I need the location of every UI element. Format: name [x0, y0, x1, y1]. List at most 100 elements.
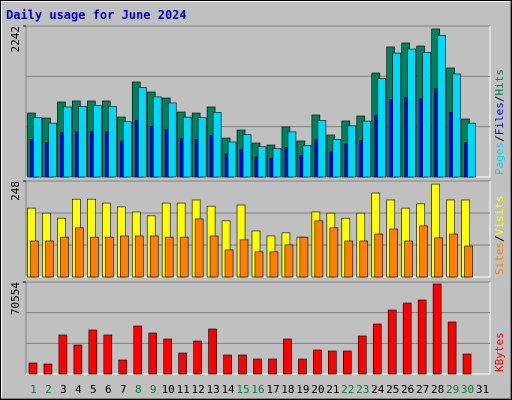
bar [209, 235, 219, 278]
x-tick-label: 16 [251, 383, 264, 396]
bar [223, 354, 232, 375]
bar [362, 120, 372, 178]
bar [58, 334, 68, 375]
legend-separator: / [493, 135, 506, 142]
bar [227, 141, 237, 178]
bar [105, 236, 114, 278]
bar [283, 338, 292, 375]
bar [108, 105, 117, 178]
bar [402, 302, 412, 375]
x-tick-label: 26 [401, 383, 414, 396]
x-tick-label: 29 [446, 383, 459, 396]
x-tick-label: 25 [386, 383, 399, 396]
x-tick-label: 13 [206, 383, 219, 396]
x-tick-label: 18 [281, 383, 294, 396]
bar [178, 352, 187, 375]
x-tick-label: 14 [221, 383, 235, 396]
bar [242, 134, 252, 178]
bar [404, 240, 413, 278]
bar [45, 240, 54, 278]
bar [284, 244, 294, 278]
bar [43, 363, 53, 375]
bar [164, 236, 174, 278]
bar [422, 52, 431, 178]
bar [75, 227, 84, 278]
bar [347, 125, 357, 178]
bar [118, 359, 128, 375]
x-tick-label: 12 [192, 383, 205, 396]
bar [299, 236, 309, 278]
x-tick-label: 5 [90, 383, 97, 396]
bar [133, 325, 143, 375]
bar [254, 251, 264, 278]
legend-entry: Pages [493, 142, 506, 175]
bar [149, 235, 159, 278]
y-tick-label: 70554 [9, 282, 22, 315]
bar [238, 354, 247, 375]
bar [167, 102, 177, 178]
bar [78, 105, 87, 178]
bar [298, 358, 307, 375]
bar [148, 332, 158, 375]
bar [374, 233, 384, 278]
x-tick-label: 4 [75, 383, 82, 396]
panel-frame [25, 281, 491, 375]
x-tick-label: 28 [431, 383, 444, 396]
bar [314, 220, 324, 278]
bar [434, 237, 443, 278]
bar [30, 240, 39, 278]
bar [179, 236, 189, 278]
bar [344, 240, 354, 278]
bar [90, 236, 99, 278]
x-tick-label: 9 [150, 383, 157, 396]
legend-separator: / [493, 96, 506, 103]
x-tick-label: 31 [476, 383, 489, 396]
bar [464, 245, 473, 278]
x-tick-label: 15 [236, 383, 249, 396]
bar [194, 218, 204, 278]
chart-title: Daily usage for June 2024 [6, 8, 187, 22]
bar [268, 358, 277, 375]
bar [317, 120, 327, 178]
bar [343, 350, 352, 375]
bar [93, 105, 102, 178]
y-tick-label: 248 [9, 181, 22, 201]
x-tick-label: 3 [60, 383, 67, 396]
bar [313, 349, 322, 375]
bar [257, 146, 267, 178]
legend: Sites/Visits [493, 196, 506, 276]
bar [152, 96, 162, 178]
bar [182, 116, 192, 178]
bar [60, 236, 69, 278]
y-tick-label: 2242 [9, 26, 22, 53]
bar [407, 48, 416, 178]
bar [33, 117, 42, 178]
bar [449, 233, 458, 278]
bar [137, 87, 147, 178]
bar [88, 329, 98, 375]
bar [239, 239, 249, 278]
bar [134, 235, 144, 278]
x-tick-label: 23 [356, 383, 369, 396]
x-tick-label: 8 [135, 383, 142, 396]
x-tick-label: 27 [416, 383, 429, 396]
bar [387, 309, 397, 375]
bar [28, 362, 38, 375]
legend-entry: Sites [493, 242, 506, 275]
bar [357, 335, 367, 375]
x-tick-label: 7 [120, 383, 127, 396]
bar [224, 249, 234, 278]
legend-entry: Files [493, 102, 506, 135]
x-tick-label: 1 [30, 383, 37, 396]
bar [328, 350, 337, 375]
legend-entry: Visits [493, 196, 506, 236]
bar [359, 240, 369, 278]
bar [332, 138, 342, 178]
x-tick-label: 22 [341, 383, 354, 396]
x-tick-label: 11 [177, 383, 190, 396]
bar [63, 106, 72, 178]
bar [329, 227, 339, 278]
